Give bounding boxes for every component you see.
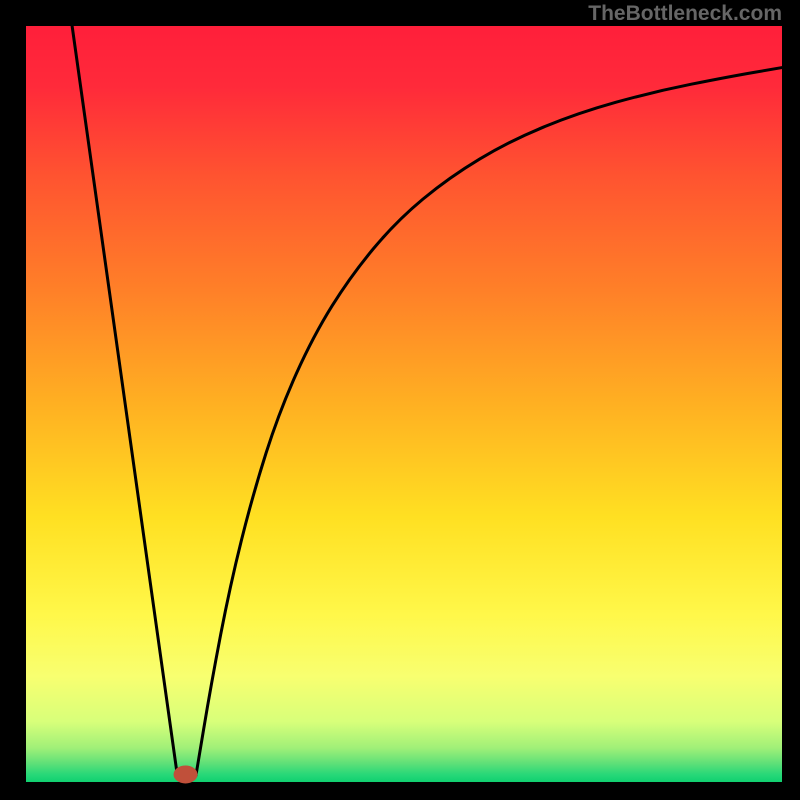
chart-frame: TheBottleneck.com	[0, 0, 800, 800]
bottleneck-chart	[0, 0, 800, 800]
plot-background	[26, 26, 782, 782]
optimal-point-marker	[174, 765, 198, 783]
